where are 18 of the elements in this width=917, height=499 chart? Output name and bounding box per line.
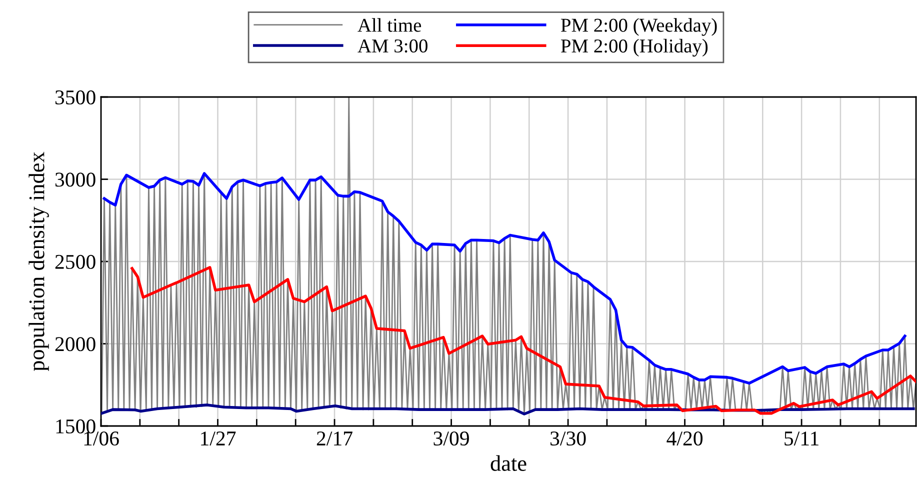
y-tick-label: 3000 [55, 172, 96, 187]
legend-label: AM 3:00 [358, 39, 428, 53]
legend-label: All time [358, 18, 422, 32]
x-tick-label: 3/09 [434, 431, 469, 446]
x-tick-label: 2/17 [316, 432, 352, 446]
x-tick-label: 3/30 [550, 431, 586, 446]
y-axis-title: population density index [28, 152, 49, 372]
y-tick-label: 3500 [55, 90, 96, 104]
y-tick-label: 2000 [55, 337, 96, 352]
x-tick-label: 4/20 [666, 431, 703, 446]
y-tick-label: 2500 [55, 254, 96, 269]
x-axis-title: date [490, 455, 526, 471]
legend-label: PM 2:00 (Holiday) [560, 38, 708, 57]
x-tick-label: 1/06 [84, 431, 119, 446]
x-tick-label: 1/27 [201, 432, 236, 446]
x-tick-label: 5/11 [784, 432, 818, 446]
y-tick-label: 1500 [56, 419, 96, 434]
legend-label: PM 2:00 (Weekday) [560, 18, 717, 36]
